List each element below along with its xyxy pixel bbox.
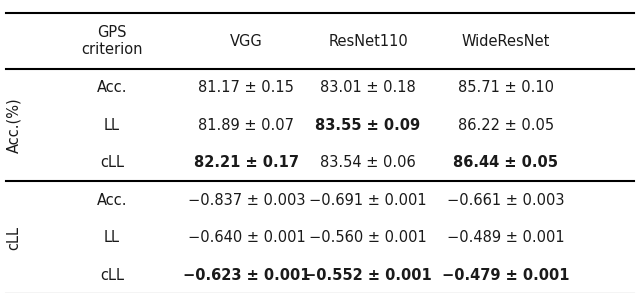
Text: WideResNet: WideResNet — [461, 33, 550, 49]
Text: GPS
criterion: GPS criterion — [81, 25, 143, 57]
Text: −0.560 ± 0.001: −0.560 ± 0.001 — [309, 230, 427, 245]
Text: Acc.: Acc. — [97, 193, 127, 208]
Text: cLL: cLL — [100, 155, 124, 170]
Text: 82.21 ± 0.17: 82.21 ± 0.17 — [194, 155, 299, 170]
Text: 86.44 ± 0.05: 86.44 ± 0.05 — [453, 155, 558, 170]
Text: 83.01 ± 0.18: 83.01 ± 0.18 — [320, 80, 416, 95]
Text: ResNet110: ResNet110 — [328, 33, 408, 49]
Text: −0.552 ± 0.001: −0.552 ± 0.001 — [304, 268, 432, 283]
Text: LL: LL — [104, 230, 120, 245]
Text: cLL: cLL — [100, 268, 124, 283]
Text: −0.837 ± 0.003: −0.837 ± 0.003 — [188, 193, 305, 208]
Text: −0.479 ± 0.001: −0.479 ± 0.001 — [442, 268, 570, 283]
Text: VGG: VGG — [230, 33, 263, 49]
Text: Acc.: Acc. — [97, 80, 127, 95]
Text: −0.623 ± 0.001: −0.623 ± 0.001 — [182, 268, 310, 283]
Text: 85.71 ± 0.10: 85.71 ± 0.10 — [458, 80, 554, 95]
Text: LL: LL — [104, 117, 120, 133]
Text: 81.89 ± 0.07: 81.89 ± 0.07 — [198, 117, 294, 133]
Text: 81.17 ± 0.15: 81.17 ± 0.15 — [198, 80, 294, 95]
Text: 83.55 ± 0.09: 83.55 ± 0.09 — [316, 117, 420, 133]
Text: cLL: cLL — [6, 226, 22, 250]
Text: 86.22 ± 0.05: 86.22 ± 0.05 — [458, 117, 554, 133]
Text: 83.54 ± 0.06: 83.54 ± 0.06 — [320, 155, 416, 170]
Text: Acc.(%): Acc.(%) — [6, 97, 22, 153]
Text: −0.691 ± 0.001: −0.691 ± 0.001 — [309, 193, 427, 208]
Text: −0.640 ± 0.001: −0.640 ± 0.001 — [188, 230, 305, 245]
Text: −0.489 ± 0.001: −0.489 ± 0.001 — [447, 230, 564, 245]
Text: −0.661 ± 0.003: −0.661 ± 0.003 — [447, 193, 564, 208]
